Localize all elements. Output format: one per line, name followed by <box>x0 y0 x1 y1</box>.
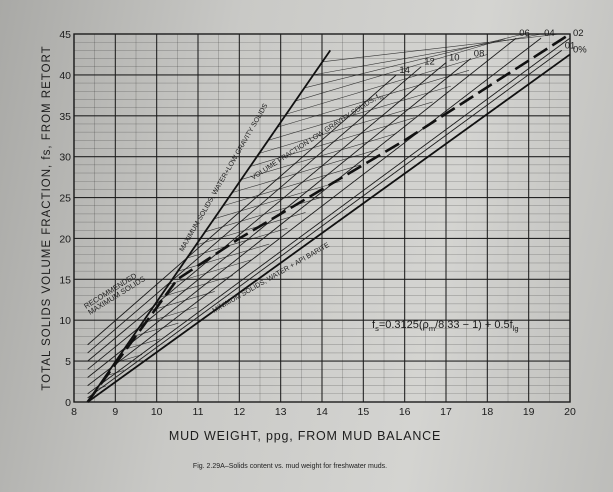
hatch-line <box>150 291 215 311</box>
formula-label: fs=0.3125(ρm/8.33 − 1) + 0.5flg <box>372 319 519 333</box>
hatch-line <box>304 33 524 89</box>
hatch-line <box>250 117 415 167</box>
hatch-line <box>241 133 397 180</box>
fraction-line-label: 04 <box>544 28 555 39</box>
hatch-line <box>123 338 161 350</box>
hatch-line <box>186 227 288 259</box>
fraction-line <box>87 37 517 378</box>
hatch-line <box>141 306 197 324</box>
hatch-line <box>114 354 143 364</box>
y-tick-label: 20 <box>59 233 71 245</box>
x-tick-label: 15 <box>357 406 369 418</box>
y-tick-label: 5 <box>65 356 71 368</box>
x-tick-label: 17 <box>440 406 452 418</box>
fraction-line <box>87 74 397 346</box>
hatch-line <box>286 54 488 115</box>
y-tick-label: 40 <box>59 70 71 82</box>
fraction-line <box>87 62 447 362</box>
y-axis-label: TOTAL SOLIDS VOLUME FRACTION, fs, FROM R… <box>41 45 53 390</box>
y-tick-label: 25 <box>59 193 71 205</box>
hatch-line <box>132 322 179 337</box>
fraction-line-label: 14 <box>399 65 410 76</box>
y-tick-label: 10 <box>59 315 71 327</box>
hatch-line <box>177 243 270 272</box>
hatch-line <box>295 38 506 102</box>
x-tick-label: 14 <box>316 406 328 418</box>
grid <box>73 33 571 403</box>
y-tick-label: 0 <box>65 397 71 409</box>
fraction-line <box>87 37 571 395</box>
fraction-line-label: 08 <box>474 49 485 60</box>
tick-labels: 8 9 10 11 12 13 14 15 16 17 18 19 20 0 5 10 15 20 25 30 35 40… <box>59 29 576 418</box>
fraction-line-label: 12 <box>424 57 435 68</box>
hatch-line <box>195 212 306 246</box>
x-tick-label: 10 <box>151 406 163 418</box>
hatch-line <box>222 164 361 207</box>
hatch-line <box>268 85 451 141</box>
hatch-line <box>322 33 560 63</box>
hatch-line <box>277 70 470 128</box>
y-tick-label: 30 <box>59 152 71 164</box>
x-tick-label: 19 <box>523 406 535 418</box>
x-axis-label: MUD WEIGHT, ppg, FROM MUD BALANCE <box>169 429 441 443</box>
x-tick-label: 9 <box>112 406 118 418</box>
fraction-line <box>87 66 422 354</box>
fraction-line-label: 02 <box>573 28 584 39</box>
x-tick-label: 16 <box>399 406 411 418</box>
x-tick-label: 12 <box>233 406 245 418</box>
x-tick-label: 20 <box>564 406 576 418</box>
x-tick-label: 13 <box>275 406 287 418</box>
hatch-line <box>159 275 234 298</box>
series-line <box>86 32 571 403</box>
series-line <box>87 53 571 403</box>
figure-caption: Fig. 2.29A–Solids content vs. mud weight… <box>193 463 387 470</box>
x-tick-label: 18 <box>481 406 493 418</box>
hatch-line <box>232 149 379 193</box>
hatch-line <box>213 180 342 220</box>
series-line <box>86 49 332 403</box>
hatch-line <box>96 385 106 390</box>
x-tick-label: 11 <box>193 406 204 418</box>
fraction-line-label: 10 <box>449 53 460 64</box>
y-tick-label: 35 <box>59 111 71 123</box>
y-tick-label: 45 <box>59 29 71 41</box>
x-tick-label: 8 <box>71 406 77 418</box>
hatch-line <box>204 196 324 233</box>
series-lines <box>86 32 571 403</box>
y-tick-label: 15 <box>59 274 71 286</box>
plot-frame <box>73 33 571 403</box>
hatch-line <box>259 101 433 154</box>
hatch-line <box>168 259 252 285</box>
fraction-line-label: 0% <box>573 44 587 55</box>
fraction-line <box>87 49 562 399</box>
fraction-line <box>87 37 542 387</box>
fraction-line-label: 06 <box>519 28 530 39</box>
fraction-line-label: 01 <box>565 40 576 51</box>
